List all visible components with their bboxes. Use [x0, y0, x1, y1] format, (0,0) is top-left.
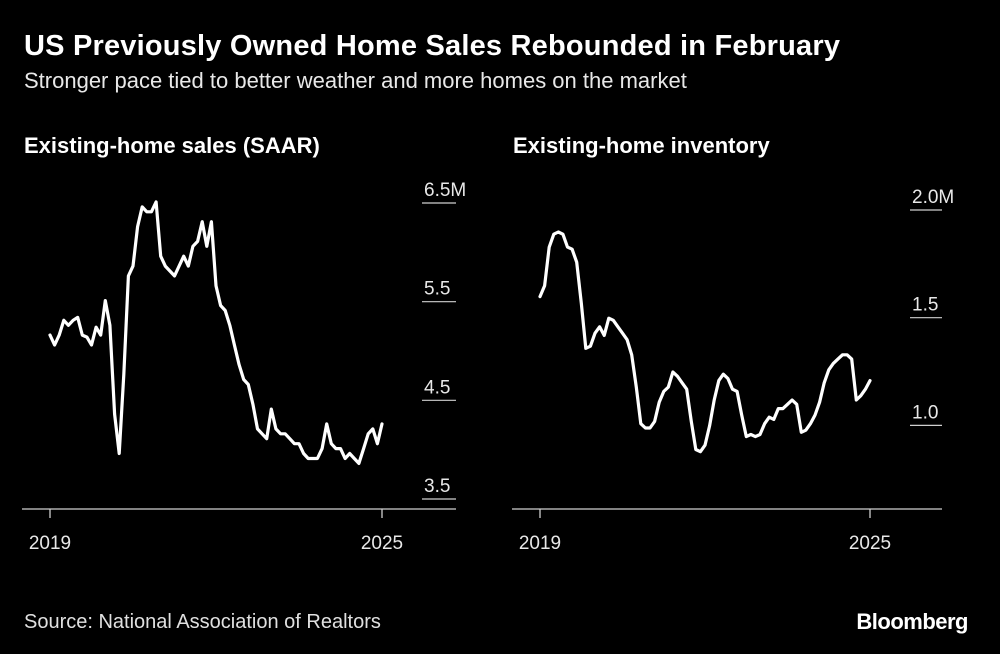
chart-subtitle: Stronger pace tied to better weather and… [24, 68, 687, 93]
sales-x-tick-label: 2025 [361, 533, 403, 554]
inventory-y-tick-label: 2.0M [912, 187, 954, 208]
sales-y-tick-label: 5.5 [424, 279, 450, 300]
chart-title: US Previously Owned Home Sales Rebounded… [24, 30, 841, 62]
sales-y-tick-label: 4.5 [424, 377, 450, 398]
inventory-series-line [538, 230, 872, 454]
source-note: Source: National Association of Realtors [24, 611, 381, 633]
sales-x-tick-label: 2019 [29, 533, 71, 554]
sales-panel-title: Existing-home sales (SAAR) [24, 133, 320, 158]
inventory-y-tick-label: 1.0 [912, 402, 938, 423]
inventory-x-tick-label: 2025 [849, 533, 891, 554]
sales-y-tick-label: 3.5 [424, 476, 450, 497]
inventory-y-tick-label: 1.5 [912, 295, 938, 316]
sales-series-line [48, 200, 384, 465]
sales-y-tick-label: 6.5M [424, 180, 466, 201]
inventory-panel-title: Existing-home inventory [513, 133, 770, 158]
inventory-x-tick-label: 2019 [519, 533, 561, 554]
bloomberg-logo: Bloomberg [856, 609, 968, 634]
